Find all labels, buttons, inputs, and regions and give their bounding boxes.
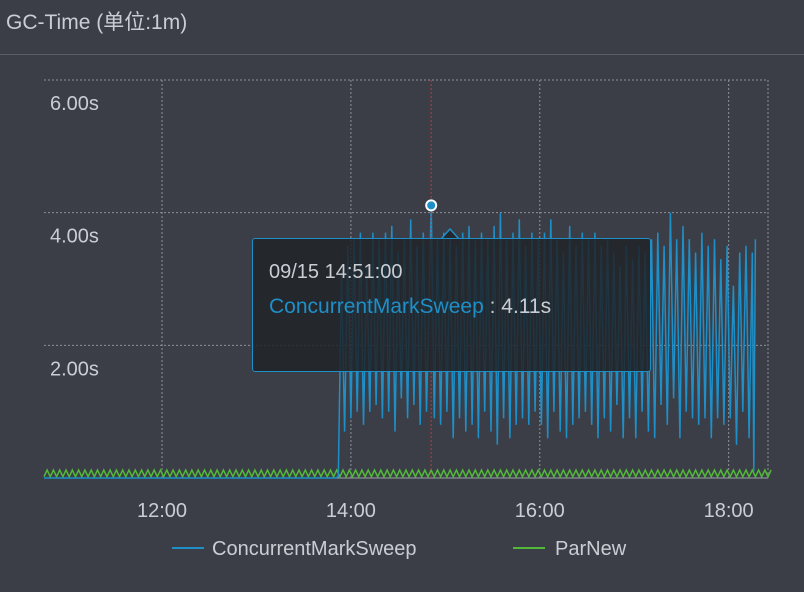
y-tick-label: 2.00s (50, 358, 99, 380)
y-tick-label: 6.00s (50, 93, 99, 115)
tooltip-row: ConcurrentMarkSweep : 4.11s (269, 295, 551, 319)
tooltip-arrow (441, 227, 459, 240)
tooltip-series-name: ConcurrentMarkSweep (269, 295, 484, 318)
tooltip-time: 09/15 14:51:00 (269, 261, 403, 283)
legend-label[interactable]: ConcurrentMarkSweep (212, 538, 417, 560)
legend-label[interactable]: ParNew (555, 538, 627, 560)
y-tick-label: 4.00s (50, 226, 99, 248)
x-tick-label: 16:00 (515, 500, 565, 522)
tooltip-separator: : (483, 295, 502, 318)
panel-title: GC-Time (单位:1m) (6, 11, 188, 34)
x-tick-label: 12:00 (137, 500, 187, 522)
title-divider (0, 54, 804, 55)
chart-tooltip: 09/15 14:51:00 ConcurrentMarkSweep : 4.1… (252, 238, 651, 372)
tooltip-value: 4.11s (501, 295, 552, 318)
series-line-parnew (43, 468, 772, 479)
x-tick-label: 18:00 (704, 500, 754, 522)
x-tick-label: 14:00 (326, 500, 376, 522)
highlight-point (425, 199, 438, 212)
